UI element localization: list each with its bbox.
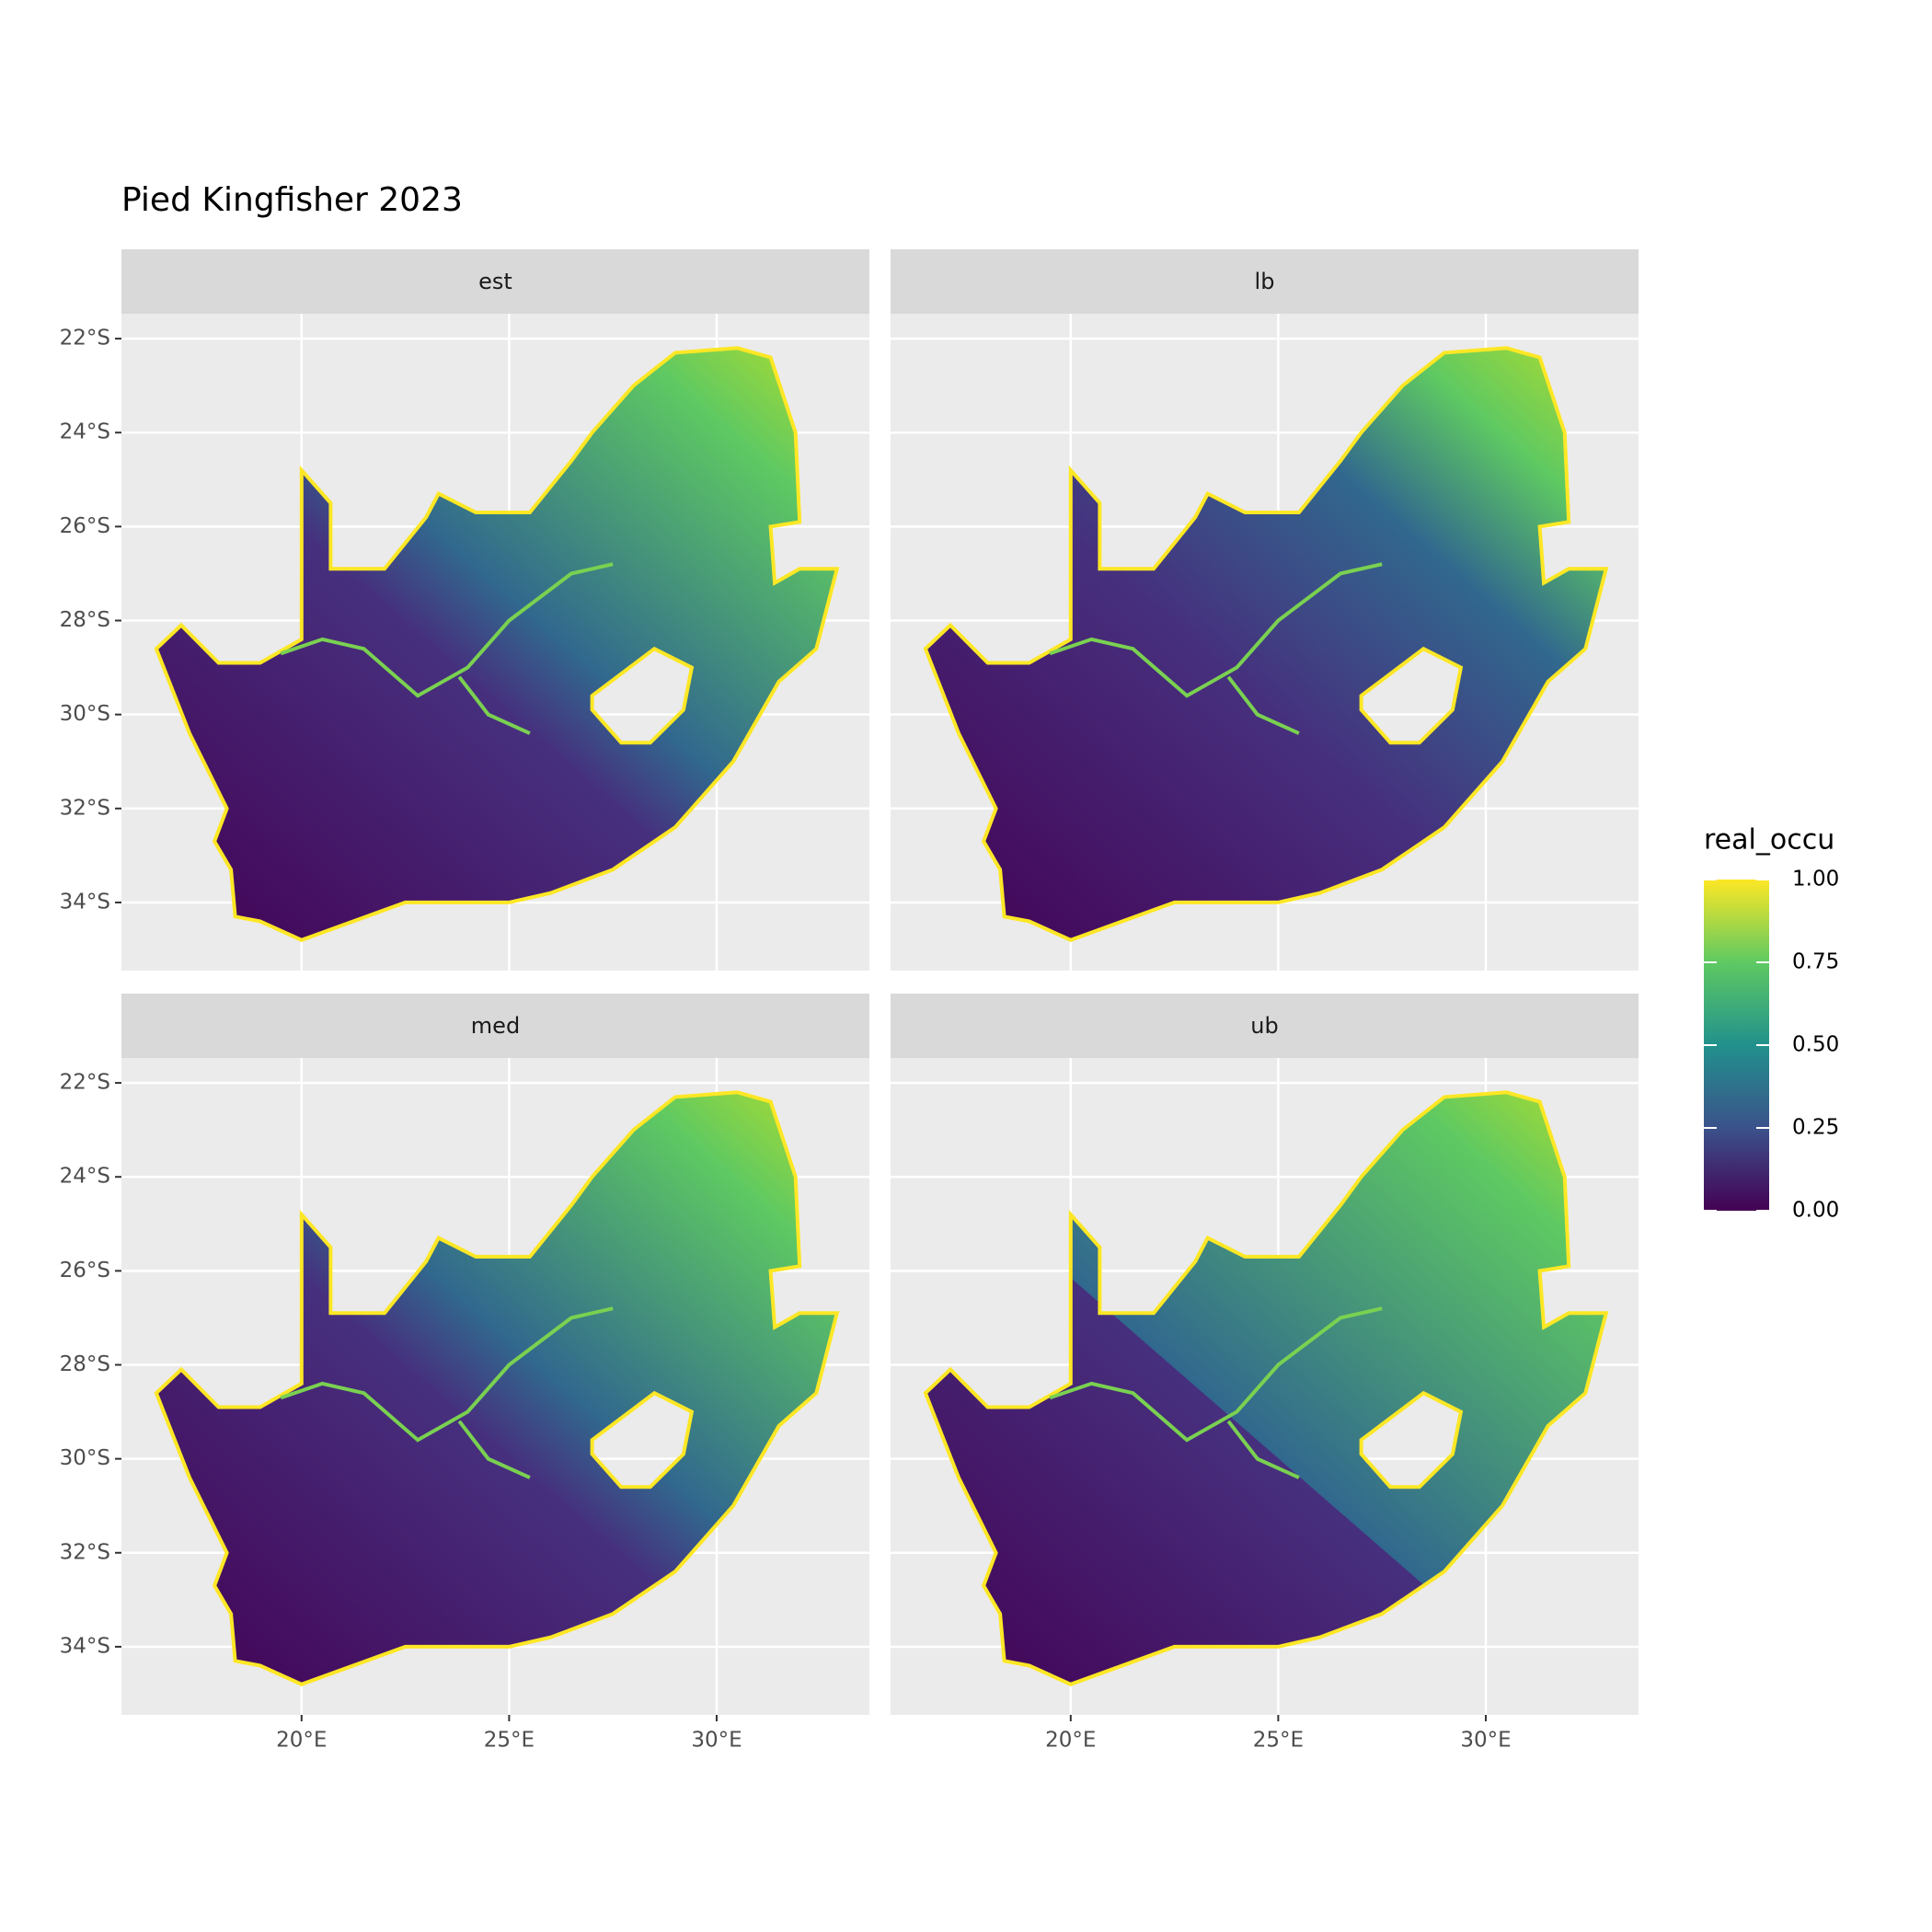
- strip: [891, 994, 1639, 1058]
- x-tick-label: 25°E: [484, 1729, 535, 1753]
- x-tick-label: 25°E: [1253, 1729, 1304, 1753]
- y-tick-label: 26°S: [60, 514, 110, 538]
- strip-label: est: [478, 269, 512, 294]
- y-tick-label: 32°S: [60, 796, 110, 820]
- strip-label: ub: [1250, 1013, 1278, 1039]
- river: [1226, 1420, 1300, 1479]
- country: [154, 346, 840, 942]
- river: [1049, 1306, 1383, 1443]
- river: [457, 675, 531, 735]
- y-tick-label: 28°S: [60, 608, 110, 632]
- country: [923, 1090, 1609, 1686]
- y-tick-label: 26°S: [60, 1259, 110, 1282]
- x-tick-label: 20°E: [276, 1729, 327, 1753]
- strip: [891, 249, 1639, 314]
- strip-label: med: [471, 1013, 520, 1039]
- river: [280, 1306, 614, 1443]
- strip: [121, 994, 869, 1058]
- legend-label: 0.75: [1792, 950, 1839, 974]
- y-tick-label: 30°S: [60, 1446, 110, 1470]
- y-tick-label: 22°S: [60, 327, 110, 351]
- legend-title: real_occu: [1704, 824, 1834, 857]
- country: [154, 1090, 840, 1686]
- legend-label: 0.50: [1792, 1033, 1839, 1057]
- legend-label: 0.00: [1792, 1199, 1839, 1223]
- legend-label: 1.00: [1792, 868, 1839, 891]
- x-tick-label: 30°E: [691, 1729, 742, 1753]
- y-tick-label: 32°S: [60, 1540, 110, 1564]
- strip-label: lb: [1255, 269, 1275, 294]
- y-tick-label: 28°S: [60, 1352, 110, 1376]
- y-tick-label: 22°S: [60, 1071, 110, 1095]
- strip: [121, 249, 869, 314]
- river: [1049, 562, 1383, 698]
- country: [923, 346, 1609, 942]
- y-tick-label: 30°S: [60, 702, 110, 726]
- y-tick-label: 24°S: [60, 420, 110, 444]
- x-tick-label: 20°E: [1045, 1729, 1096, 1753]
- chart-title: Pied Kingfisher 2023: [121, 181, 463, 219]
- river: [457, 1420, 531, 1479]
- river: [280, 562, 614, 698]
- x-tick-label: 30°E: [1460, 1729, 1511, 1753]
- river: [1226, 675, 1300, 735]
- y-tick-label: 34°S: [60, 1634, 110, 1658]
- y-tick-label: 24°S: [60, 1165, 110, 1189]
- legend-label: 0.25: [1792, 1116, 1839, 1140]
- y-tick-label: 34°S: [60, 890, 110, 914]
